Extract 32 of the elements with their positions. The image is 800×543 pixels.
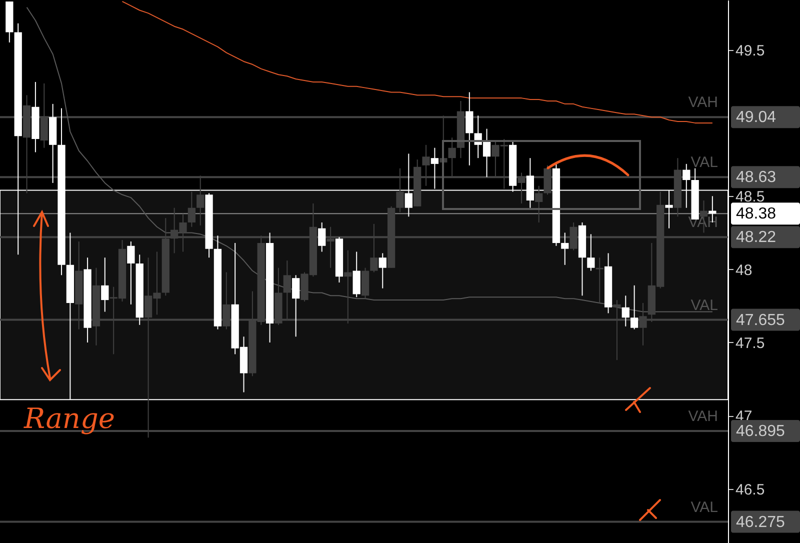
candlestick xyxy=(352,251,360,298)
y-tick-label: 49.04 xyxy=(736,109,776,126)
candlestick xyxy=(596,257,604,304)
y-tick-label: 47.5 xyxy=(736,334,765,352)
candlestick xyxy=(318,222,326,252)
y-tick-label: 48.22 xyxy=(736,229,776,246)
y-tick-label: 48.63 xyxy=(736,169,776,186)
candlestick xyxy=(188,191,196,228)
y-tick-label: 49.5 xyxy=(736,42,765,60)
y-tick-label: 48.38 xyxy=(736,206,776,223)
candlestick xyxy=(127,240,135,305)
candlestick xyxy=(292,274,300,338)
y-tick-label: 48 xyxy=(736,262,752,279)
candlestick xyxy=(622,295,630,327)
y-tick-label: 46.275 xyxy=(736,514,786,531)
ref-line-label: VAL xyxy=(690,296,718,314)
candlestick xyxy=(630,284,638,330)
ref-line-label: VAL xyxy=(690,154,718,172)
ref-line-label: VAH xyxy=(688,94,718,112)
y-tick-label: 47.655 xyxy=(736,312,786,329)
annotation: Range xyxy=(24,402,115,435)
y-tick-label: 46.895 xyxy=(736,423,786,440)
ref-line-label: VAH xyxy=(688,408,718,426)
candlestick xyxy=(535,185,543,223)
candlestick xyxy=(378,252,386,289)
ref-line-label: VAL xyxy=(690,498,718,516)
y-tick-label: 48.5 xyxy=(736,188,765,206)
y-tick-label: 46.5 xyxy=(736,481,765,498)
candlestick xyxy=(101,257,109,312)
candlestick xyxy=(561,232,569,266)
candlestick xyxy=(466,92,474,166)
candlestick xyxy=(587,234,595,272)
